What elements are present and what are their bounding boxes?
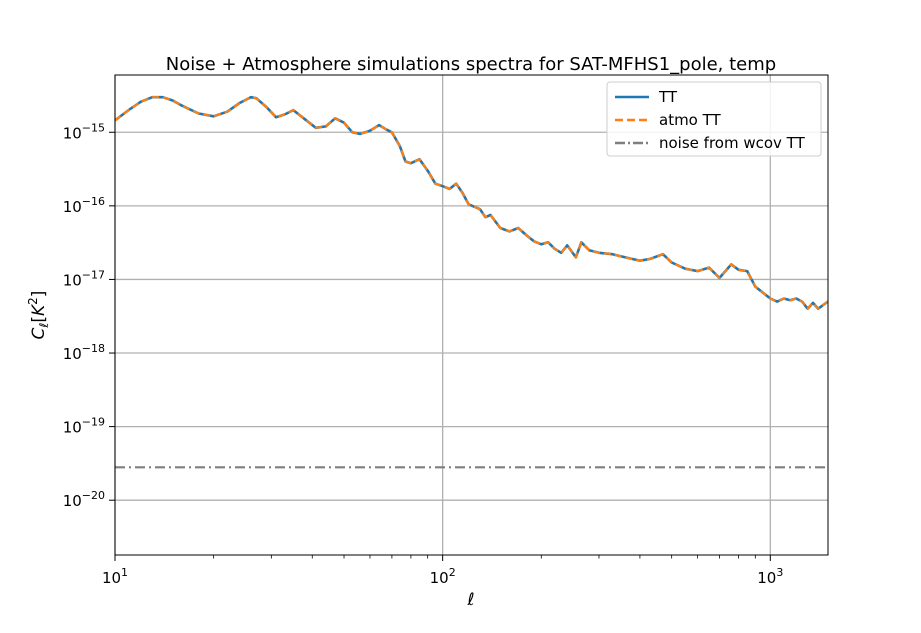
x-tick-label-0: 101 [102,566,128,587]
y-tick-label-4: 10−19 [63,416,105,437]
legend-label-atmo-tt: atmo TT [659,111,722,129]
axis-ticks: 101 102 103 10−15 10−16 10−17 10−18 10−19 10−20 [63,121,784,587]
x-axis-label: ℓ [466,590,474,610]
x-tick-label-2: 103 [757,566,783,587]
x-tick-label-1: 102 [430,566,456,587]
legend-label-tt: TT [658,88,678,106]
legend-label-noise-wcov: noise from wcov TT [659,134,806,152]
y-tick-label-0: 10−15 [63,121,105,142]
y-tick-label-3: 10−18 [63,342,105,363]
series-line-1 [114,96,829,310]
chart-title: Noise + Atmosphere simulations spectra f… [166,54,776,75]
y-tick-label-2: 10−17 [63,268,105,289]
legend: TT atmo TT noise from wcov TT [606,81,822,157]
plot-frame [114,74,829,556]
legend-frame [606,81,822,157]
y-axis-label: Cℓ[K2] [26,291,51,340]
y-tick-label-5: 10−20 [63,489,105,510]
series-lines [114,95,829,469]
y-tick-label-1: 10−16 [63,195,105,216]
